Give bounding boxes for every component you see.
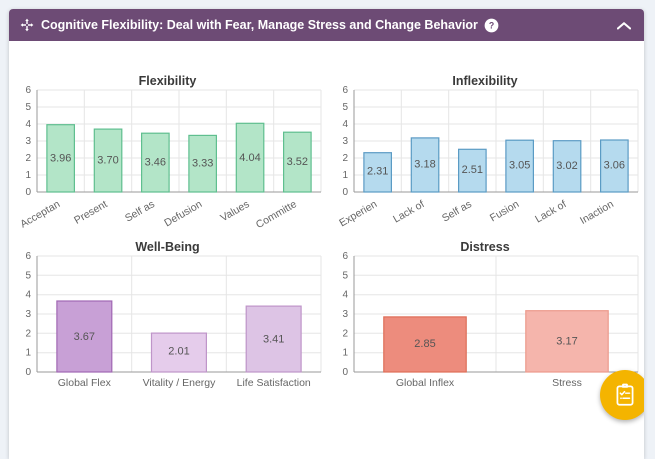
svg-text:2.51: 2.51 [462, 164, 483, 176]
svg-text:Defusion: Defusion [162, 198, 204, 229]
svg-text:3.52: 3.52 [287, 156, 308, 168]
svg-text:0: 0 [25, 367, 31, 378]
svg-text:2: 2 [25, 328, 31, 339]
svg-text:1: 1 [342, 170, 348, 181]
svg-text:3.33: 3.33 [192, 158, 213, 170]
svg-text:6: 6 [25, 251, 31, 262]
svg-text:4: 4 [25, 119, 31, 130]
svg-text:3.67: 3.67 [74, 331, 95, 343]
svg-text:Experien: Experien [337, 198, 379, 229]
svg-text:2.85: 2.85 [414, 338, 435, 350]
svg-text:1: 1 [25, 348, 31, 359]
svg-text:Present: Present [72, 198, 109, 227]
svg-text:Inaction: Inaction [578, 198, 616, 227]
svg-text:2.31: 2.31 [367, 165, 388, 177]
svg-text:0: 0 [342, 187, 348, 198]
svg-text:Self as: Self as [440, 198, 474, 224]
svg-text:Global Flex: Global Flex [58, 377, 112, 389]
svg-text:?: ? [489, 20, 494, 30]
svg-text:5: 5 [25, 102, 31, 113]
svg-text:Self as: Self as [123, 198, 157, 224]
svg-text:Values: Values [218, 198, 251, 224]
svg-text:3: 3 [25, 309, 31, 320]
svg-text:3.70: 3.70 [97, 155, 118, 167]
svg-text:3.06: 3.06 [604, 160, 625, 172]
svg-text:Global Inflex: Global Inflex [396, 377, 455, 389]
svg-text:Acceptan: Acceptan [18, 198, 62, 230]
svg-text:2: 2 [342, 153, 348, 164]
svg-text:4: 4 [342, 290, 348, 301]
svg-text:2: 2 [25, 153, 31, 164]
svg-text:2.01: 2.01 [168, 346, 189, 358]
svg-text:4: 4 [25, 290, 31, 301]
svg-text:3: 3 [25, 136, 31, 147]
svg-text:1: 1 [25, 170, 31, 181]
svg-text:3.46: 3.46 [145, 157, 166, 169]
svg-text:6: 6 [342, 251, 348, 262]
svg-text:4: 4 [342, 119, 348, 130]
svg-text:Fusion: Fusion [488, 198, 521, 224]
svg-text:6: 6 [25, 85, 31, 96]
svg-text:Committe: Committe [254, 198, 299, 231]
svg-text:3.05: 3.05 [509, 160, 530, 172]
svg-text:0: 0 [25, 187, 31, 198]
svg-text:4.04: 4.04 [239, 152, 260, 164]
svg-text:3: 3 [342, 309, 348, 320]
svg-text:3.02: 3.02 [556, 160, 577, 172]
svg-text:1: 1 [342, 348, 348, 359]
svg-text:Lack of: Lack of [533, 198, 568, 225]
svg-text:0: 0 [342, 367, 348, 378]
svg-text:5: 5 [25, 270, 31, 281]
svg-text:Vitality / Energy: Vitality / Energy [143, 377, 217, 389]
svg-text:3.96: 3.96 [50, 153, 71, 165]
svg-text:5: 5 [342, 102, 348, 113]
svg-text:3.18: 3.18 [414, 159, 435, 171]
svg-text:Stress: Stress [552, 377, 582, 389]
svg-text:3.17: 3.17 [556, 335, 577, 347]
svg-text:3: 3 [342, 136, 348, 147]
svg-text:6: 6 [342, 85, 348, 96]
svg-text:Life Satisfaction: Life Satisfaction [237, 377, 311, 389]
svg-text:3.41: 3.41 [263, 333, 284, 345]
svg-text:2: 2 [342, 328, 348, 339]
svg-text:Lack of: Lack of [391, 198, 426, 225]
svg-text:5: 5 [342, 270, 348, 281]
